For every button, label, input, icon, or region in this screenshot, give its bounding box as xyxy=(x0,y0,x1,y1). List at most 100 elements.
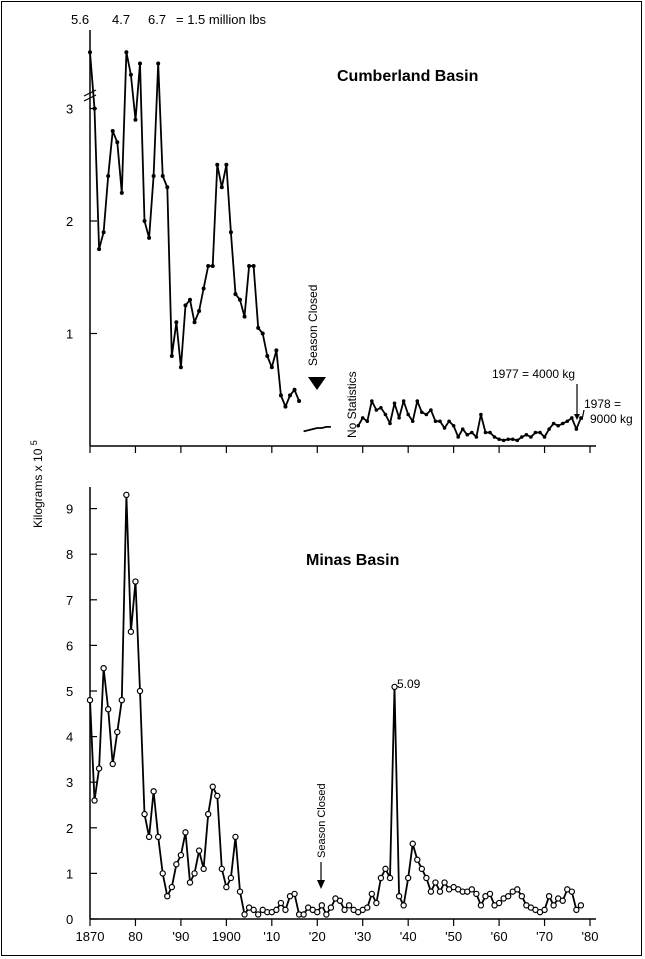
cumberland-point xyxy=(92,106,97,111)
minas-point xyxy=(345,902,353,909)
minas-point xyxy=(423,874,430,882)
peak-value-label: 5.09 xyxy=(397,677,421,691)
minas-point xyxy=(473,890,480,898)
annotation-1978-pointer xyxy=(581,409,585,421)
minas-point xyxy=(254,911,262,918)
cumberland-late-point xyxy=(420,410,424,415)
cumberland-late-point xyxy=(456,435,460,439)
cumberland-late-point xyxy=(547,427,551,431)
cumberland-point xyxy=(192,320,197,325)
cumberland-basin-chart: 1 2 3 5.6 4.7 6.7 = 1.5 million lbs Cumber… xyxy=(66,12,633,453)
cumberland-late-point xyxy=(501,438,506,443)
minas-y-tick-label: 2 xyxy=(66,821,73,836)
cumberland-point xyxy=(251,264,256,268)
y-axis-title-text: Kilograms x 10 xyxy=(31,448,45,528)
minas-point xyxy=(573,906,580,914)
minas-point xyxy=(218,865,226,873)
cumberland-late-point xyxy=(470,430,474,435)
cumberland-late-point xyxy=(406,412,410,417)
minas-point xyxy=(327,904,335,911)
cumberland-point xyxy=(124,50,129,55)
minas-point xyxy=(377,874,385,882)
minas-point xyxy=(477,902,485,909)
minas-point xyxy=(382,865,389,873)
minas-point xyxy=(114,728,121,736)
cumberland-point xyxy=(133,117,138,122)
minas-y-tick-label: 6 xyxy=(66,638,73,653)
season-closed-label: Season Closed xyxy=(306,285,320,366)
cumberland-late-point xyxy=(529,435,533,439)
cumberland-late-point xyxy=(538,430,542,435)
minas-point xyxy=(386,874,394,882)
minas-point xyxy=(409,840,416,847)
cumberland-late-point xyxy=(429,408,433,412)
minas-point xyxy=(91,797,98,804)
minas-x-tick-label: '20 xyxy=(309,929,326,944)
cumberland-late-point xyxy=(488,430,492,435)
minas-point xyxy=(368,890,376,898)
cumberland-series-early xyxy=(89,51,300,408)
minas-point xyxy=(400,902,407,909)
cumberland-point xyxy=(142,219,147,223)
cumberland-late-point xyxy=(401,399,406,403)
minas-point xyxy=(364,904,371,911)
minas-point xyxy=(145,833,153,841)
cumberland-late-point xyxy=(565,419,570,424)
minas-point xyxy=(314,908,321,916)
cumberland-late-point xyxy=(542,435,547,439)
minas-y-tick-label: 5 xyxy=(66,684,73,699)
cumberland-late-point xyxy=(365,419,370,424)
cumberland-late-point xyxy=(424,412,429,417)
minas-point xyxy=(132,578,139,585)
minas-x-tick-label: '50 xyxy=(445,929,462,944)
minas-point xyxy=(141,810,148,818)
break-note-1884: 6.7 xyxy=(148,12,166,27)
cumberland-late-point xyxy=(451,423,456,428)
minas-point xyxy=(227,874,235,882)
minas-point xyxy=(468,886,476,893)
cumberland-series-late xyxy=(357,400,582,442)
cumberland-point xyxy=(265,354,270,358)
minas-point xyxy=(404,874,412,882)
cumberland-late-point xyxy=(524,432,529,437)
minas-y-tick-label: 8 xyxy=(66,547,73,562)
cumberland-point xyxy=(156,61,161,66)
minas-basin-chart: 0 1 2 3 4 5 6 7 8 9 1870 80 '90 1900 '10 '20 '30 '40 '50 '… xyxy=(66,487,598,944)
cumberland-point xyxy=(215,162,220,167)
minas-point xyxy=(341,906,348,914)
cumberland-point xyxy=(147,235,152,240)
cumberland-point xyxy=(269,365,274,370)
minas-point xyxy=(173,861,180,868)
minas-y-tick-label: 7 xyxy=(66,593,73,608)
cumberland-point xyxy=(206,264,211,268)
cumberland-late-point xyxy=(460,427,465,431)
cumberland-basin-title: Cumberland Basin xyxy=(337,68,478,85)
cumberland-late-point xyxy=(442,426,447,430)
minas-point xyxy=(241,911,248,918)
minas-point xyxy=(436,888,444,895)
cumberland-point xyxy=(174,320,179,325)
minas-point xyxy=(123,491,130,499)
minas-x-tick-label: 1900 xyxy=(212,929,241,944)
minas-point xyxy=(504,893,512,900)
cumberland-late-point xyxy=(515,438,520,443)
minas-point xyxy=(323,911,330,918)
cumberland-point xyxy=(119,190,124,195)
minas-point xyxy=(486,890,494,898)
minas-point xyxy=(95,765,103,772)
cumberland-point xyxy=(165,185,170,190)
cumberland-late-point xyxy=(438,419,442,424)
cumberland-point xyxy=(228,230,233,235)
cumberland-late-point xyxy=(397,416,401,420)
minas-point xyxy=(127,628,135,635)
cumberland-late-point xyxy=(483,430,488,435)
annotation-1978-line1: 1978 = xyxy=(584,397,621,411)
cumberland-late-point xyxy=(379,405,383,410)
cumberland-late-point xyxy=(556,423,560,428)
minas-y-tick-label: 1 xyxy=(66,866,73,881)
y-axis-title-exponent: 5 xyxy=(29,440,39,445)
cumberland-late-point xyxy=(392,401,397,406)
cumberland-point xyxy=(219,185,224,190)
no-statistics-label: No Statistics xyxy=(345,371,359,438)
cumberland-late-point xyxy=(574,427,579,431)
